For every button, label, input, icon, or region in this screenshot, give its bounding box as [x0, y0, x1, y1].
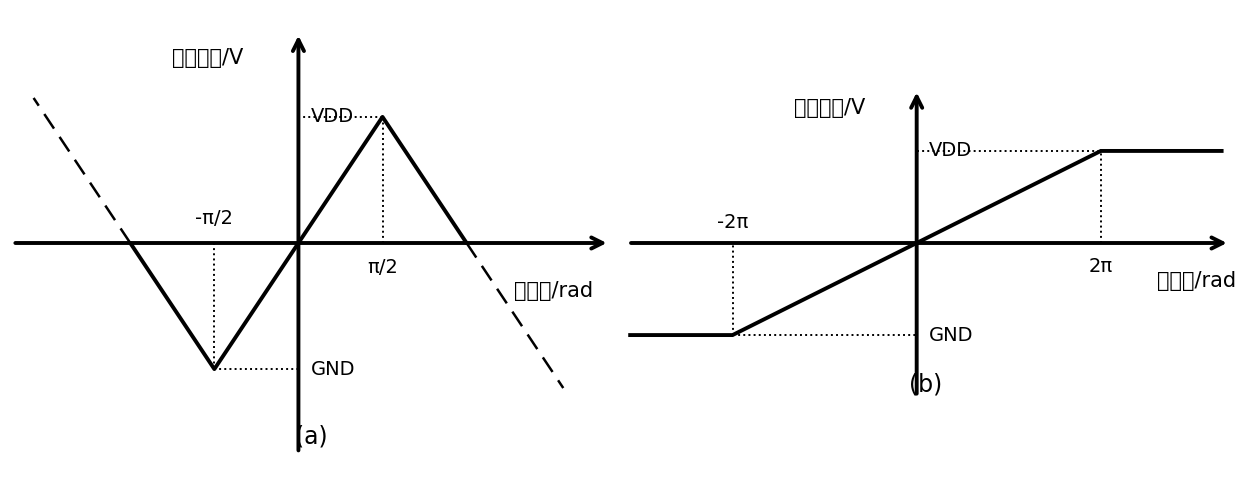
- Text: 平均输出/V: 平均输出/V: [172, 48, 243, 68]
- Text: VDD: VDD: [929, 141, 972, 160]
- Text: GND: GND: [929, 326, 973, 345]
- Text: 相位差/rad: 相位差/rad: [1157, 271, 1236, 291]
- Text: 相位差/rad: 相位差/rad: [513, 281, 593, 301]
- Text: -π/2: -π/2: [196, 209, 233, 228]
- Text: π/2: π/2: [367, 258, 398, 277]
- Text: 平均输出/V: 平均输出/V: [794, 98, 866, 118]
- Text: (b): (b): [909, 372, 942, 396]
- Text: 2π: 2π: [1089, 257, 1114, 276]
- Text: (a): (a): [295, 424, 327, 449]
- Text: VDD: VDD: [311, 107, 355, 126]
- Text: -2π: -2π: [717, 213, 748, 232]
- Text: GND: GND: [311, 360, 356, 379]
